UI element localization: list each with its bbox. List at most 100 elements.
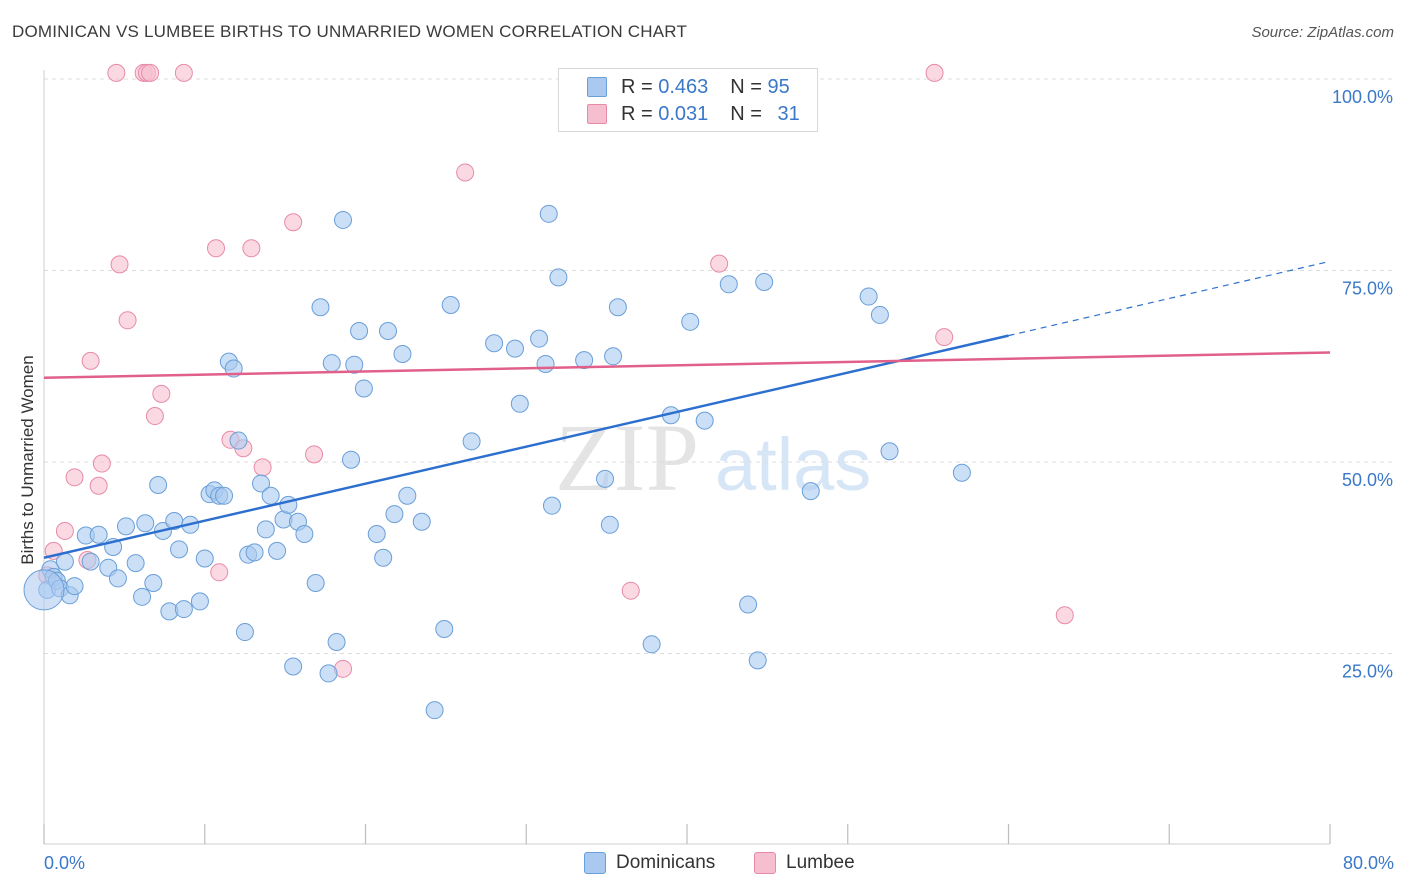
dominican-point <box>530 329 549 348</box>
legend-r-label: R = <box>621 102 653 125</box>
dominican-point <box>136 514 155 533</box>
dominican-point <box>536 354 555 373</box>
dominican-point <box>144 574 163 593</box>
dominican-point <box>719 275 738 294</box>
bottom-legend-label: Lumbee <box>786 852 855 873</box>
lumbee-point <box>456 163 475 182</box>
lumbee-point <box>207 239 226 258</box>
dominican-point-large <box>23 569 65 611</box>
legend-n-label: N = <box>730 75 762 98</box>
legend-swatch-pink <box>587 104 607 124</box>
dominican-point <box>575 351 594 370</box>
lumbee-point <box>81 351 100 370</box>
dominican-point <box>133 587 152 606</box>
dominican-point <box>174 600 193 619</box>
bottom-legend-swatch-pink <box>754 852 776 874</box>
lumbee-point <box>925 63 944 82</box>
dominican-point <box>739 595 758 614</box>
dominican-point <box>149 475 168 494</box>
y-tick-label: 50.0% <box>1342 470 1393 490</box>
dominican-point <box>801 482 820 501</box>
dominican-point <box>385 505 404 524</box>
dominican-point <box>462 432 481 451</box>
lumbee-point <box>210 563 229 582</box>
dominican-point <box>755 272 774 291</box>
x-tick-label-max: 80.0% <box>1342 853 1394 873</box>
dominican-point <box>350 322 369 341</box>
legend-r-value: 0.463 <box>658 75 709 98</box>
dominican-point <box>435 619 454 638</box>
legend-n-value: 31 <box>777 102 800 125</box>
y-tick-label: 100.0% <box>1332 87 1393 107</box>
dominican-point <box>604 347 623 366</box>
dominican-point <box>600 515 619 534</box>
dominican-point <box>485 334 504 353</box>
legend-row-dominicans: R = 0.463 N = 95 <box>559 74 790 100</box>
dominican-point <box>311 298 330 317</box>
dominican-point <box>505 339 524 358</box>
dominican-point <box>190 592 209 611</box>
dominican-point <box>235 623 254 642</box>
dominican-point <box>215 486 234 505</box>
dominican-point <box>398 486 417 505</box>
dominican-point <box>245 543 264 562</box>
dominican-point <box>170 540 189 559</box>
lumbee-point <box>118 311 137 330</box>
dominican-point <box>412 512 431 531</box>
ticks: 25.0% 50.0% 75.0% 100.0% <box>43 87 1393 844</box>
lumbee-point <box>935 328 954 347</box>
watermark-atlas: atlas <box>715 423 871 506</box>
dominican-point <box>319 664 338 683</box>
lumbee-point <box>710 254 729 273</box>
lumbee-point <box>141 63 160 82</box>
dominican-point <box>870 305 889 324</box>
dominican-point <box>642 635 661 654</box>
dominican-point <box>859 287 878 306</box>
dominican-point <box>393 344 412 363</box>
bottom-legend-lumbee: Lumbee <box>754 852 855 874</box>
lumbee-point <box>253 458 272 477</box>
dominican-point <box>608 298 627 317</box>
legend-r-value: 0.031 <box>658 102 709 125</box>
dominican-trend-line <box>43 334 1009 559</box>
dominican-point <box>256 520 275 539</box>
lumbee-point <box>242 239 261 258</box>
lumbee-trend-line <box>43 351 1331 379</box>
lumbee-point <box>284 213 303 232</box>
dominican-point <box>333 210 352 229</box>
dominican-point <box>748 651 767 670</box>
dominican-point <box>354 379 373 398</box>
y-tick-label: 75.0% <box>1342 279 1393 299</box>
dominican-points <box>23 204 971 720</box>
lumbee-point <box>1055 606 1074 625</box>
y-tick-label: 25.0% <box>1342 662 1393 682</box>
dominican-point <box>695 411 714 430</box>
legend-r-label: R = <box>621 75 653 98</box>
dominican-point <box>345 355 364 374</box>
chart-title: DOMINICAN VS LUMBEE BIRTHS TO UNMARRIED … <box>12 22 688 41</box>
dominican-point <box>379 322 398 341</box>
dominican-point <box>284 657 303 676</box>
dominican-point <box>306 574 325 593</box>
lumbee-point <box>621 581 640 600</box>
lumbee-points <box>38 63 1074 678</box>
dominican-point <box>322 354 341 373</box>
dominican-point <box>681 312 700 331</box>
grid <box>44 78 1392 654</box>
legend-row-lumbee: R = 0.031 N = 31 <box>559 101 800 127</box>
dominican-point <box>229 431 248 450</box>
dominican-point <box>367 525 386 544</box>
dominican-point <box>327 633 346 652</box>
dominican-point <box>195 549 214 568</box>
dominican-point <box>108 569 127 588</box>
dominican-point <box>81 552 100 571</box>
dominican-point <box>425 701 444 720</box>
dominican-trend-extension <box>1008 260 1331 337</box>
lumbee-point <box>174 63 193 82</box>
dominican-point <box>441 295 460 314</box>
dominican-point <box>268 541 287 560</box>
legend-n-label: N = <box>730 102 762 125</box>
trend-lines <box>43 260 1331 559</box>
dominican-point <box>542 496 561 515</box>
